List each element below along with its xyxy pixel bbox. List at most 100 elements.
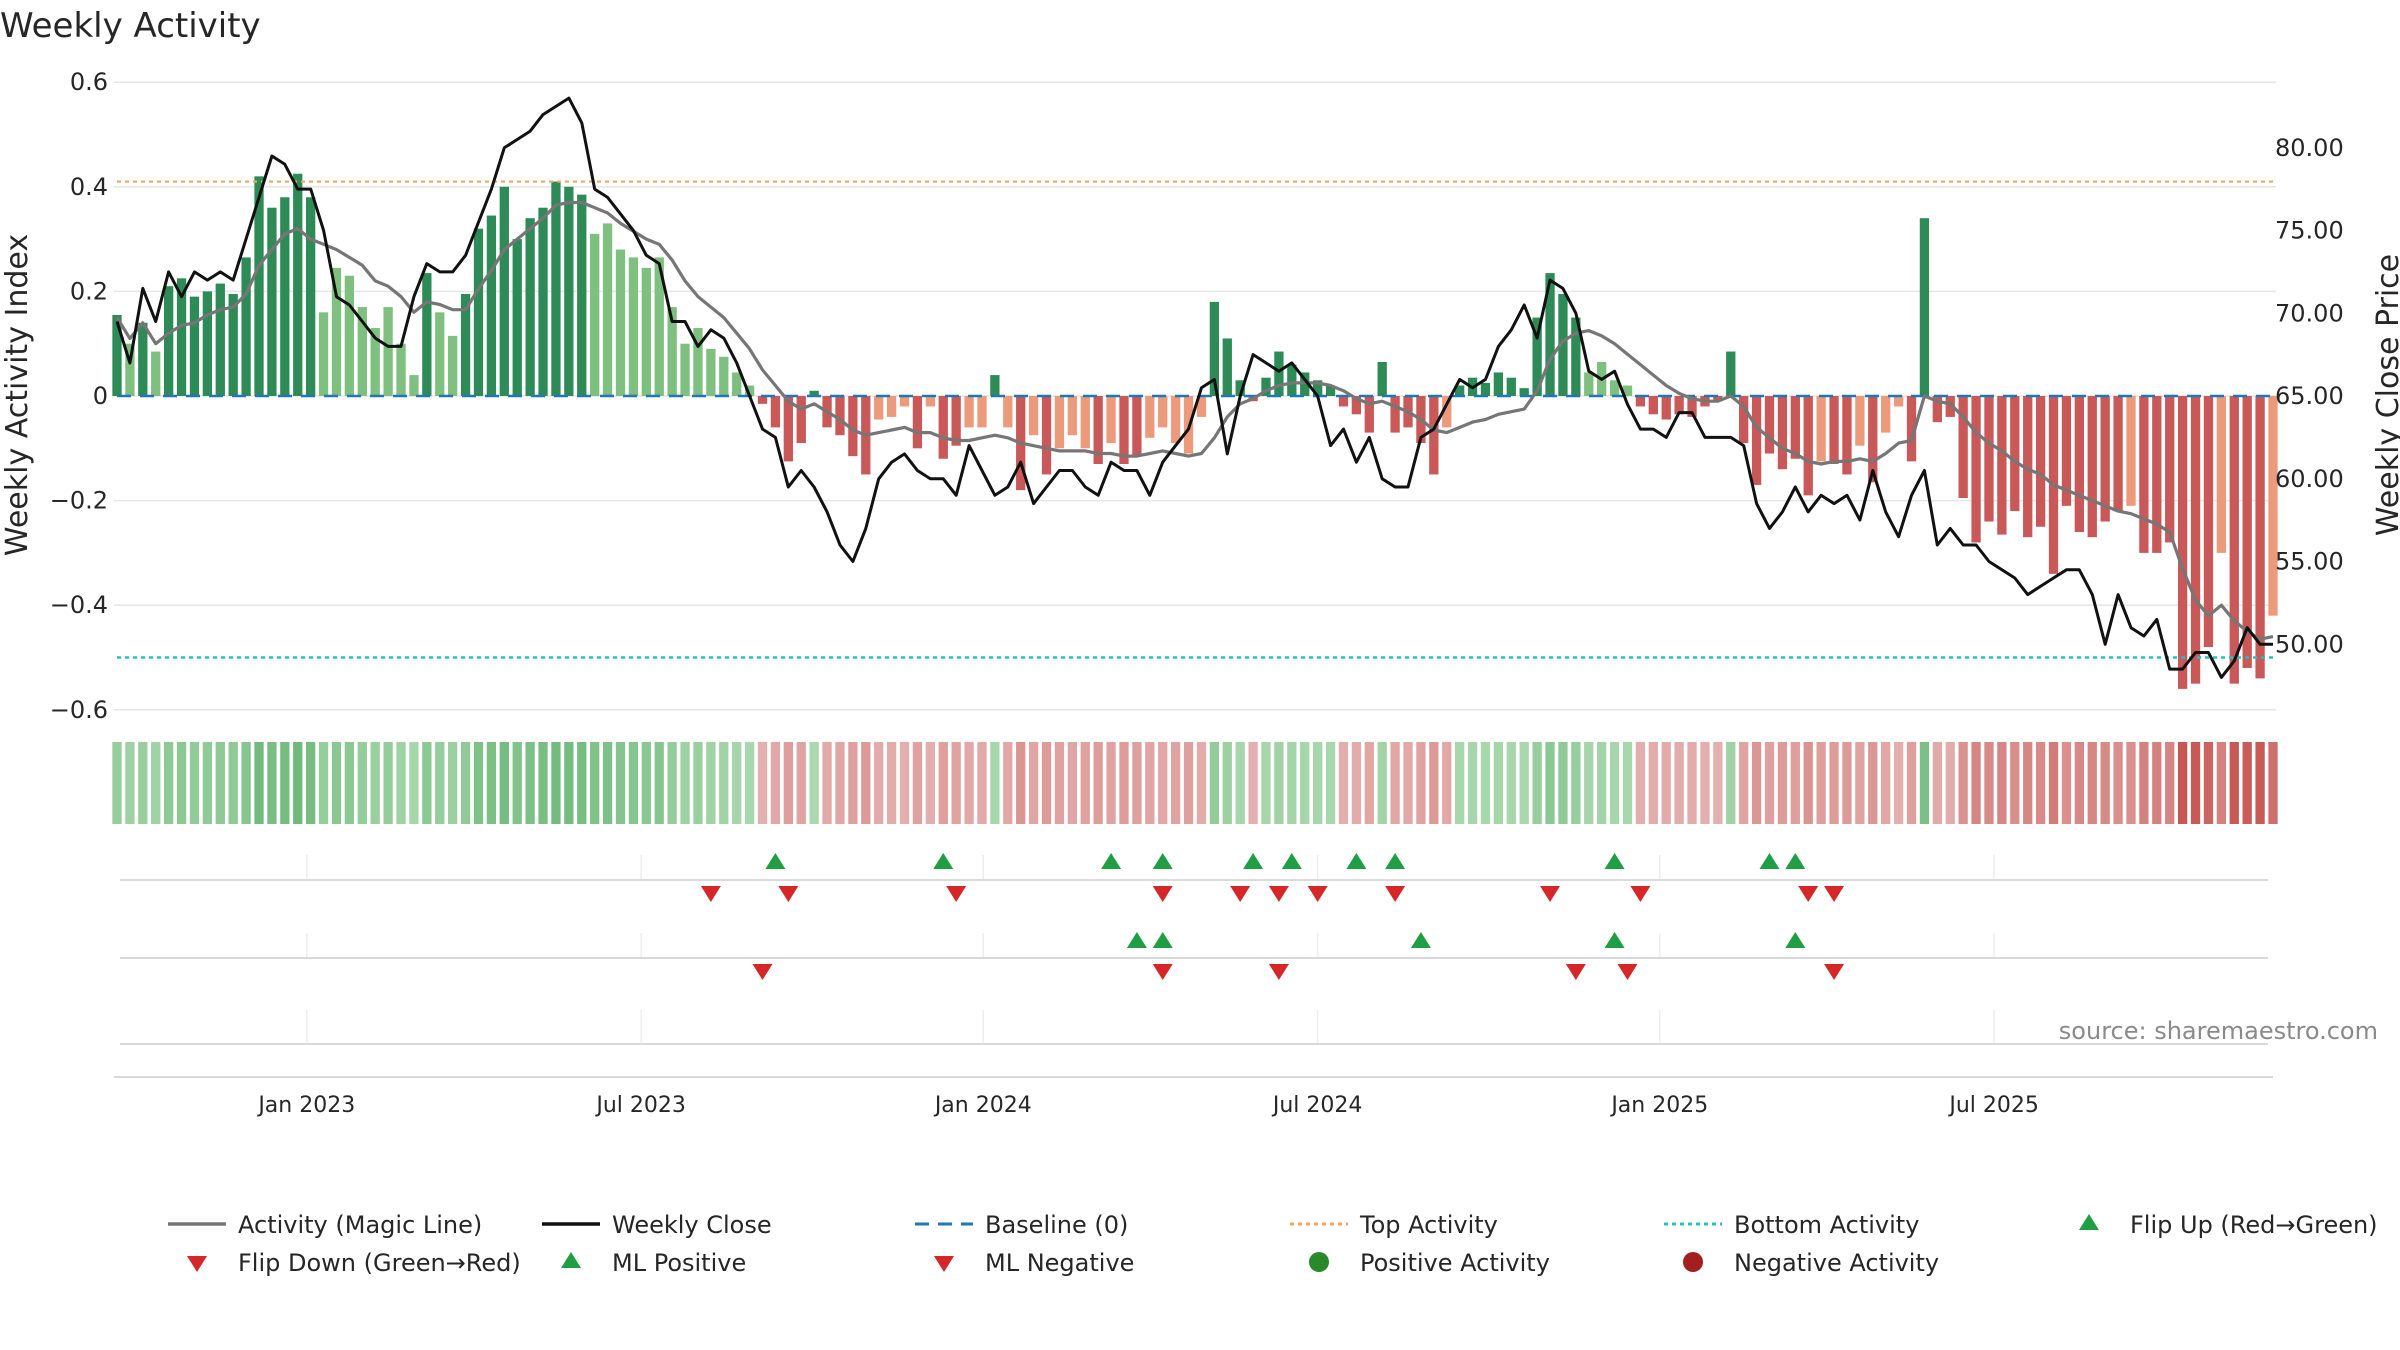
heat-cell [112,742,122,824]
heat-cell [1997,742,2007,824]
heat-cell [125,742,135,824]
activity-bar [2229,396,2239,684]
heat-cell [1609,742,1620,824]
heat-cell [1467,742,1478,824]
activity-bar [2255,396,2265,679]
heat-cell [280,742,290,824]
activity-bar [1855,396,1865,446]
activity-bar [1158,396,1168,428]
right-tick-label: 75.00 [2275,217,2344,245]
heat-cell [602,742,613,824]
activity-bar [473,228,484,396]
heat-cell [1300,742,1310,824]
flip-down-marker [1540,886,1561,902]
activity-bar [628,257,639,396]
heat-cell [2203,742,2214,824]
legend-label: Top Activity [1359,1211,1498,1239]
ml-negative-marker [1617,964,1638,980]
heat-cell [1597,742,1607,824]
source-note: source: sharemaestro.com [2059,1017,2378,1045]
heat-cell [2229,742,2239,824]
activity-bar [1054,396,1065,449]
heat-cell [1635,742,1646,824]
ml-negative-marker [752,964,773,980]
heat-cell [383,742,393,824]
activity-bar [590,233,600,396]
flip-down-marker [946,886,967,902]
heat-cell [1945,742,1955,824]
heat-cell [293,742,303,824]
heat-cell [1622,742,1633,824]
activity-bar [1558,294,1568,396]
activity-bar [241,257,251,396]
right-tick-label: 70.00 [2275,299,2344,327]
heat-cell [809,742,819,824]
activity-bar [2139,396,2149,553]
activity-bar [460,294,471,396]
heat-cell [1932,742,1942,824]
activity-bar [1480,382,1491,396]
legend-triangle-up-icon [561,1252,581,1268]
heat-cell [770,742,781,824]
heat-cell [1222,742,1232,824]
series-lines [115,96,2274,679]
activity-bar [835,396,845,436]
heat-cell [2061,742,2072,824]
heat-cell [2126,742,2136,824]
activity-bar [1571,317,1581,396]
heat-cell [2255,742,2265,824]
ml-positive-marker [1785,932,1806,948]
activity-bar [602,223,613,396]
activity-bar [293,173,303,396]
heat-cell [744,742,755,824]
activity-bar [538,207,548,396]
heat-cell [1751,742,1762,824]
activity-bar [1351,396,1362,415]
activity-bar [925,396,935,407]
heat-cell [344,742,355,824]
activity-bar [1893,396,1904,407]
heat-cell [1003,742,1013,824]
activity-bar [1145,396,1155,438]
weekly-close-line [115,96,2273,679]
right-tick-label: 65.00 [2275,382,2344,410]
heat-cell [564,742,574,824]
heat-cell [435,742,445,824]
heat-cell [1261,742,1271,824]
activity-bar [1338,396,1349,407]
activity-bar [2126,396,2136,506]
activity-bar [280,197,290,396]
legend-triangle-down-icon [187,1256,207,1272]
activity-bar [189,296,200,396]
activity-bar [744,385,755,396]
activity-bar [1209,301,1220,396]
activity-bar [1312,380,1323,396]
activity-bar [1106,396,1116,444]
activity-bar [2023,396,2033,538]
activity-bar [1170,396,1181,444]
heat-cell [1119,742,1129,824]
heat-cell [1364,742,1374,824]
heat-cell [874,742,884,824]
heat-cell [1739,742,1749,824]
flip-up-marker [1785,853,1806,869]
heat-cell [1054,742,1065,824]
heat-cell [951,742,961,824]
activity-bar [1764,396,1775,454]
flip-down-marker [1152,886,1173,902]
activity-bar [1713,396,1723,402]
activity-bar [1932,396,1942,423]
heat-cell [189,742,200,824]
flip-down-marker [1385,886,1406,902]
activity-bar [499,186,509,396]
heat-cell [228,742,238,824]
legend-label: Flip Down (Green→Red) [238,1249,521,1277]
heat-cell [2139,742,2149,824]
activity-bar [1093,396,1103,464]
heat-cell [202,742,213,824]
legend-item: Flip Down (Green→Red) [187,1249,521,1277]
x-axis: Jan 2023 Jul 2023 Jan 2024 Jul 2024 Jan 2025… [114,1076,2273,1118]
activity-bar [1028,396,1039,436]
activity-bar [151,351,161,396]
activity-bar [202,291,213,396]
